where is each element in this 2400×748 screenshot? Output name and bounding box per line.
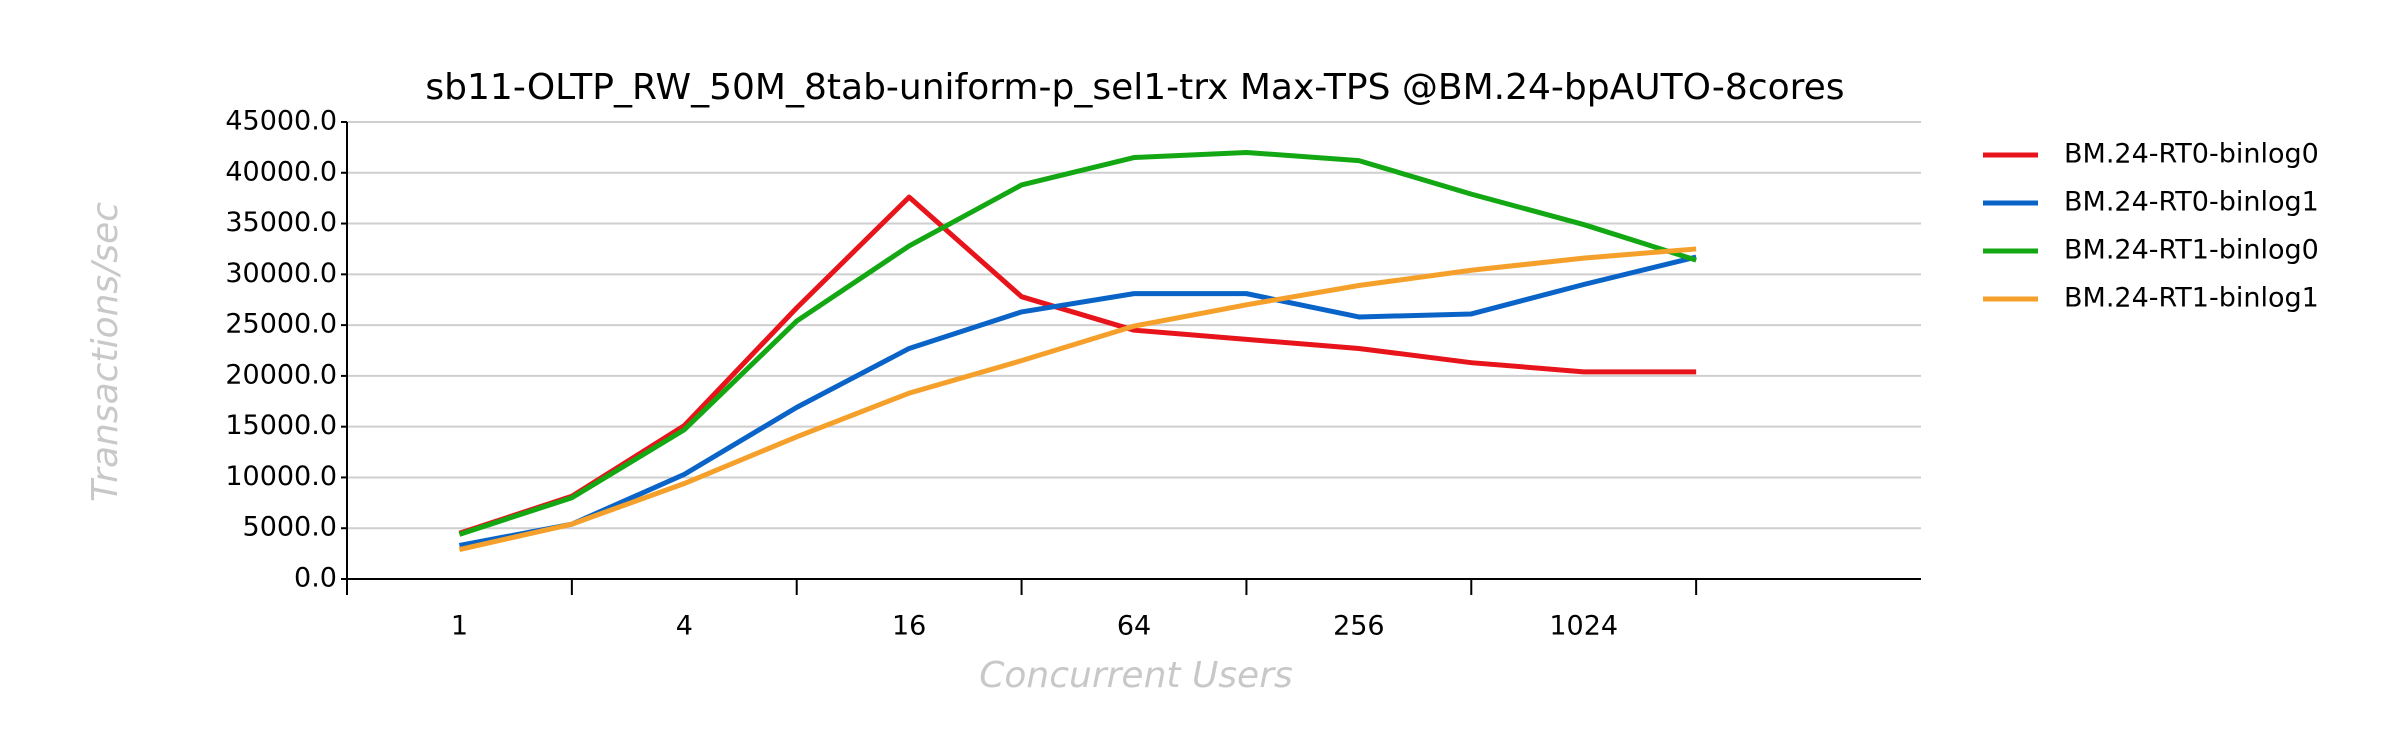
x-tick-label: 1024 — [1549, 611, 1618, 642]
y-tick-label: 15000.0 — [225, 410, 337, 441]
x-axis-title: Concurrent Users — [979, 655, 1293, 696]
legend-label: BM.24-RT0-binlog0 — [2064, 139, 2319, 170]
legend-label: BM.24-RT1-binlog0 — [2064, 235, 2319, 266]
y-tick-label: 45000.0 — [225, 106, 337, 137]
x-tick-label: 64 — [1117, 611, 1151, 642]
series-line — [458, 246, 1697, 552]
y-axis-title: Transactions/sec — [85, 202, 126, 502]
y-tick-label: 25000.0 — [225, 309, 337, 340]
y-tick-label: 0.0 — [294, 563, 337, 594]
y-tick-label: 35000.0 — [225, 207, 337, 238]
series-line — [458, 254, 1697, 548]
legend-label: BM.24-RT1-binlog1 — [2064, 283, 2319, 314]
series-line — [458, 149, 1697, 537]
series-line — [458, 194, 1697, 536]
y-tick-label: 30000.0 — [225, 258, 337, 289]
y-tick-label: 5000.0 — [243, 512, 337, 543]
legend-label: BM.24-RT0-binlog1 — [2064, 187, 2319, 218]
x-tick-label: 4 — [676, 611, 693, 642]
chart-title: sb11-OLTP_RW_50M_8tab-uniform-p_sel1-trx… — [425, 67, 1844, 108]
y-tick-label: 10000.0 — [225, 461, 337, 492]
x-tick-label: 1 — [451, 611, 468, 642]
x-tick-label: 16 — [892, 611, 926, 642]
x-tick-label: 256 — [1333, 611, 1385, 642]
y-tick-label: 40000.0 — [225, 156, 337, 187]
y-tick-label: 20000.0 — [225, 359, 337, 390]
